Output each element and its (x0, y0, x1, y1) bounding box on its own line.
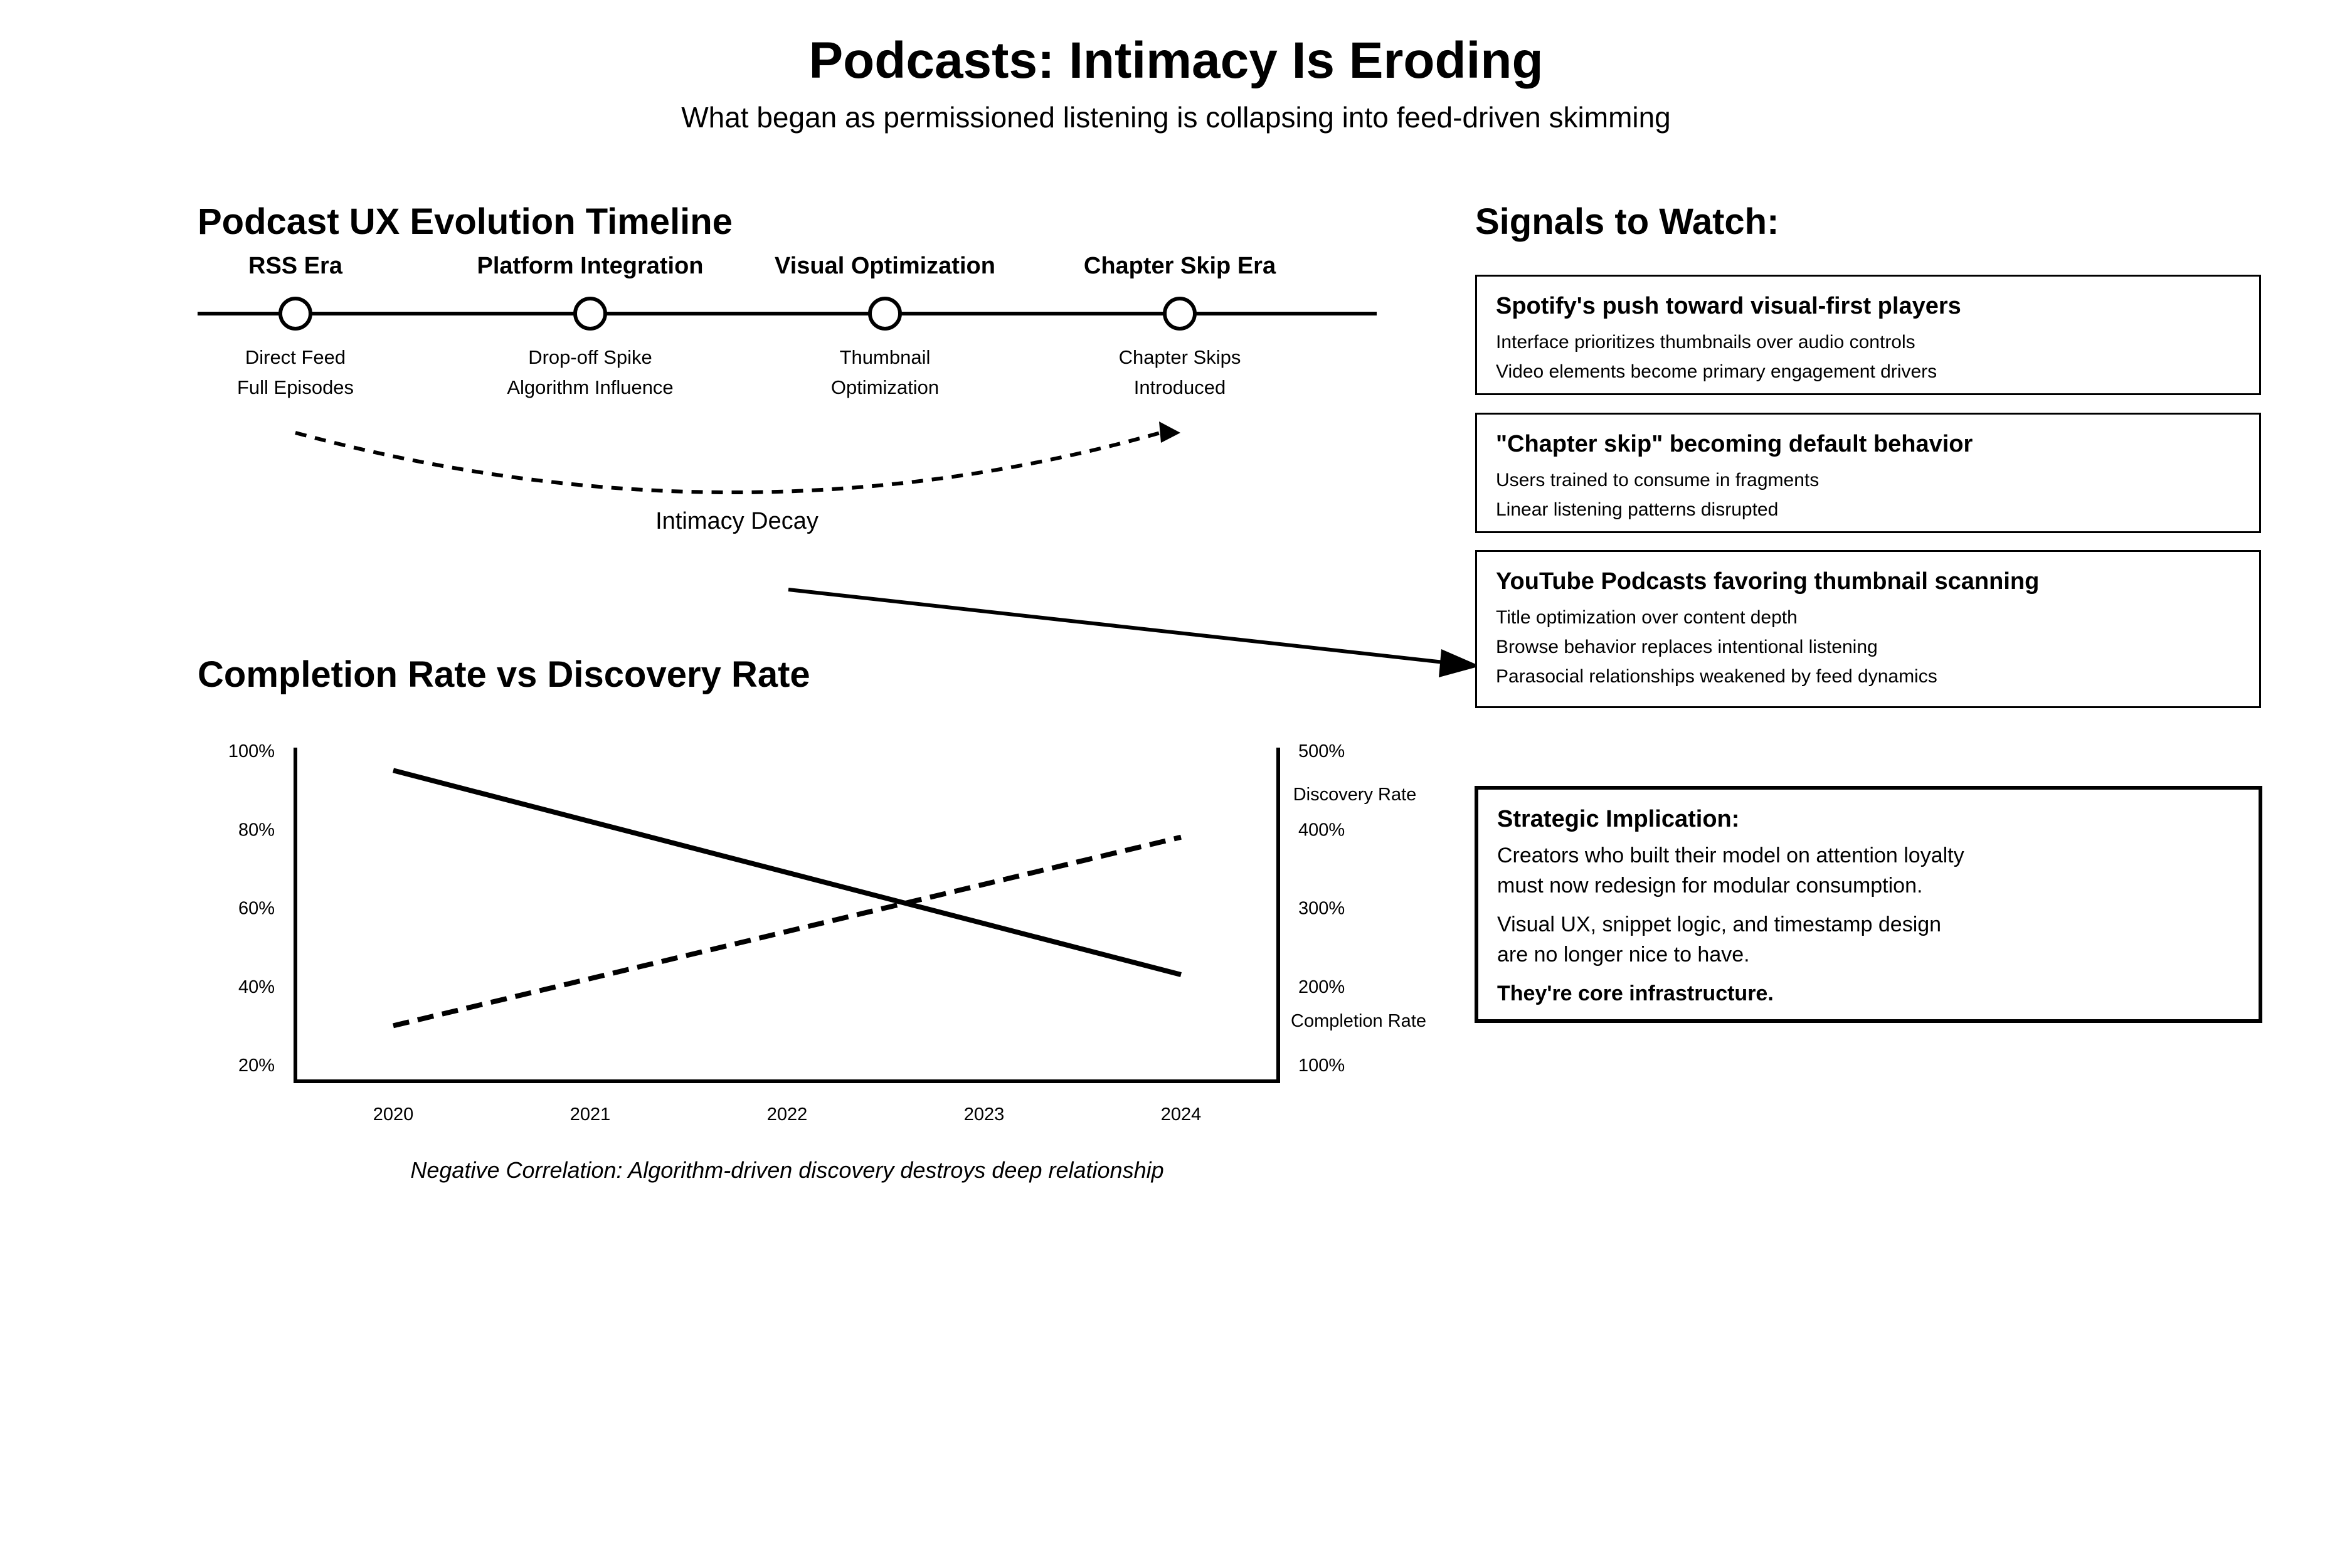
strategic-line: must now redesign for modular consumptio… (1497, 874, 1923, 898)
era-desc-visual: Thumbnail Optimization (722, 342, 1048, 403)
discovery-rate-label: Discovery Rate (1293, 785, 1417, 805)
page-subtitle: What began as permissioned listening is … (681, 101, 1671, 134)
signal-line: Interface prioritizes thumbnails over au… (1496, 332, 1915, 352)
signal-title: YouTube Podcasts favoring thumbnail scan… (1496, 568, 2040, 595)
strategic-line: Visual UX, snippet logic, and timestamp … (1497, 913, 1942, 936)
era-desc-line: Drop-off Spike (528, 346, 652, 368)
signal-box-spotify: Spotify's push toward visual-first playe… (1475, 275, 2261, 395)
completion-rate-line (392, 768, 1182, 977)
signal-box-youtube: YouTube Podcasts favoring thumbnail scan… (1475, 550, 2261, 708)
chart-caption: Negative Correlation: Algorithm-driven d… (410, 1157, 1164, 1183)
era-desc-rss: Direct Feed Full Episodes (132, 342, 458, 403)
connector-arrowhead (1439, 649, 1480, 677)
left-axis-tick-label: 40% (238, 977, 275, 997)
signal-title: Spotify's push toward visual-first playe… (1496, 293, 1961, 319)
signal-line: Title optimization over content depth (1496, 607, 1798, 628)
era-desc-line: Optimization (830, 376, 940, 398)
era-label-rss: RSS Era (248, 253, 342, 279)
chart-plot: 100% 80% 60% 40% 20% 500% 400% 300% 200% 100% 2020… (228, 741, 1426, 1125)
intimacy-decay-arrowhead (1159, 421, 1180, 443)
strategic-title: Strategic Implication: (1497, 806, 1740, 832)
timeline-node-chapter (1163, 297, 1197, 331)
signal-box-chapter-skip: "Chapter skip" becoming default behavior… (1475, 413, 2261, 533)
right-axis-tick-label: 400% (1298, 820, 1345, 840)
signal-line: Users trained to consume in fragments (1496, 470, 1820, 490)
strategic-conclusion: They're core infrastructure. (1497, 982, 1774, 1005)
era-desc-line: Direct Feed (245, 346, 346, 368)
x-axis-tick-label: 2020 (373, 1104, 414, 1125)
timeline-node-platform (573, 297, 607, 331)
right-axis-tick-label: 200% (1298, 977, 1345, 997)
timeline-title: Podcast UX Evolution Timeline (198, 201, 733, 242)
discovery-rate-line (393, 834, 1182, 1029)
era-desc-line: Thumbnail (839, 346, 931, 368)
era-label-platform: Platform Integration (477, 253, 704, 279)
right-axis-tick-label: 500% (1298, 741, 1345, 761)
x-axis-tick-label: 2023 (964, 1104, 1005, 1125)
left-axis-tick-label: 20% (238, 1056, 275, 1076)
right-axis-tick-label: 100% (1298, 1056, 1345, 1076)
signal-line: Browse behavior replaces intentional lis… (1496, 637, 1878, 657)
page-title: Podcasts: Intimacy Is Eroding (808, 32, 1544, 89)
intimacy-decay-label: Intimacy Decay (655, 508, 818, 534)
era-desc-chapter: Chapter Skips Introduced (1017, 342, 1343, 403)
signal-line: Parasocial relationships weakened by fee… (1496, 666, 1937, 687)
era-label-visual: Visual Optimization (775, 253, 995, 279)
era-desc-platform: Drop-off Spike Algorithm Influence (427, 342, 753, 403)
timeline-node-visual (868, 297, 902, 331)
era-label-chapter: Chapter Skip Era (1083, 253, 1276, 279)
completion-rate-label: Completion Rate (1291, 1011, 1426, 1031)
timeline-node-rss (278, 297, 312, 331)
right-axis-tick-label: 300% (1298, 899, 1345, 919)
left-axis-tick-label: 60% (238, 899, 275, 919)
left-axis-tick-label: 80% (238, 820, 275, 840)
x-axis-tick-label: 2022 (767, 1104, 808, 1125)
left-axis-tick-label: 100% (228, 741, 275, 761)
connector-arrow-line (788, 588, 1456, 665)
era-desc-line: Algorithm Influence (507, 376, 674, 398)
strategic-line: Creators who built their model on attent… (1497, 844, 1964, 867)
strategic-implication-box: Strategic Implication: Creators who buil… (1475, 786, 2262, 1023)
signal-line: Video elements become primary engagement… (1496, 361, 1937, 382)
era-desc-line: Chapter Skips (1118, 346, 1241, 368)
era-desc-line: Full Episodes (236, 376, 354, 398)
signals-title: Signals to Watch: (1475, 201, 1779, 242)
signal-line: Linear listening patterns disrupted (1496, 499, 1779, 520)
signal-title: "Chapter skip" becoming default behavior (1496, 431, 1973, 457)
intimacy-decay-curve (295, 431, 1161, 494)
x-axis-tick-label: 2021 (570, 1104, 611, 1125)
chart-title: Completion Rate vs Discovery Rate (198, 654, 810, 695)
x-axis-tick-label: 2024 (1161, 1104, 1202, 1125)
strategic-line: are no longer nice to have. (1497, 943, 1750, 967)
era-desc-line: Introduced (1133, 376, 1226, 398)
